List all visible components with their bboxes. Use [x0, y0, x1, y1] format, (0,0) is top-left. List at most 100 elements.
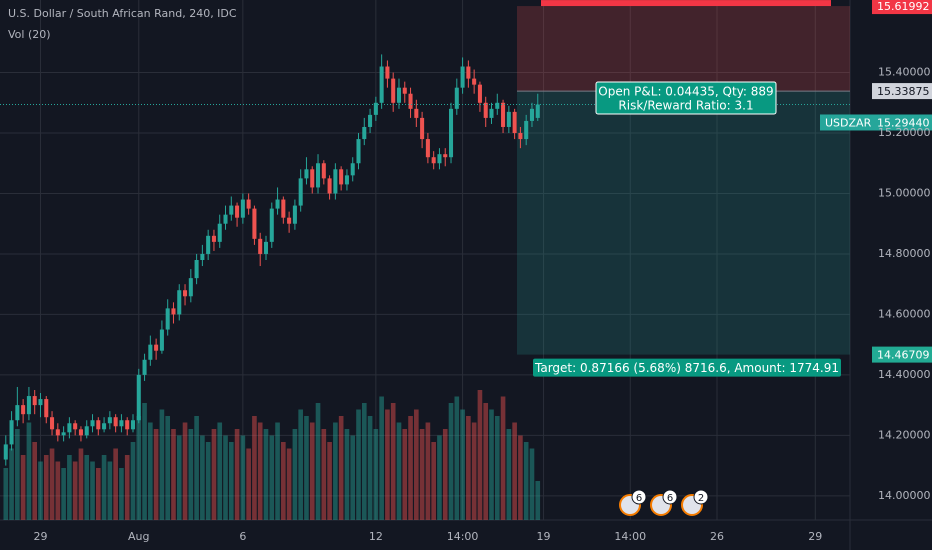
y-tick-label: 15.00000: [878, 186, 931, 199]
volume-bar: [78, 448, 84, 520]
y-tick-label: 14.40000: [878, 368, 931, 381]
x-tick-label: 19: [537, 530, 551, 543]
candle-body: [96, 420, 101, 430]
event-count-bg: [693, 489, 709, 505]
candle-body: [402, 87, 407, 94]
candle-body: [333, 169, 338, 194]
volume-bar: [3, 468, 9, 520]
event-count: 2: [698, 493, 704, 504]
candle-body: [420, 117, 425, 140]
candle-body: [448, 108, 454, 158]
volume-bar: [275, 422, 280, 520]
volume-bar: [477, 390, 483, 520]
candle-body: [524, 120, 529, 140]
volume-bar: [95, 468, 101, 520]
volume-bar: [535, 481, 541, 520]
x-tick-label: 29: [808, 530, 822, 543]
candle-body: [252, 208, 257, 239]
volume-bar: [90, 461, 95, 520]
candle-body: [211, 235, 216, 242]
volume-bar: [471, 422, 477, 520]
candle-body: [385, 66, 390, 79]
volume-bar: [494, 416, 500, 520]
candle-body: [327, 178, 332, 194]
volume-bar: [367, 416, 373, 520]
volume-bar: [442, 429, 448, 520]
pnl-box: [595, 81, 777, 115]
volume-bar: [431, 442, 436, 520]
volume-bar: [9, 448, 14, 520]
volume-bar: [223, 435, 228, 520]
candle-body: [292, 205, 297, 224]
candle-body: [414, 108, 419, 118]
candle-body: [148, 344, 153, 360]
symbol-tag-bg: [820, 114, 872, 131]
volume-bar: [402, 429, 408, 520]
candle-body: [443, 154, 448, 158]
volume-bar: [385, 409, 390, 520]
candle-body: [125, 420, 130, 430]
entry-price-tag-bg: [872, 83, 932, 100]
candle-body: [113, 417, 118, 427]
candle-layer: [3, 54, 540, 466]
last-price-tag-bg: [872, 114, 932, 131]
volume-bar: [460, 409, 465, 520]
candle-body: [501, 102, 506, 127]
candle-body: [344, 175, 349, 185]
volume-bar: [67, 455, 72, 520]
stop-price-tag-bg: [872, 0, 932, 15]
volume-bar: [298, 409, 303, 520]
candle-body: [200, 253, 205, 260]
candle-body: [102, 423, 107, 430]
position-layer: [517, 0, 850, 355]
x-tick-label: 26: [710, 530, 724, 543]
candle-body: [154, 344, 159, 351]
volume-bar: [84, 455, 90, 520]
candle-body: [136, 374, 141, 421]
candle-body: [142, 359, 147, 375]
candle-body: [55, 429, 60, 436]
volume-bar: [309, 422, 315, 520]
volume-bar: [390, 403, 396, 520]
candle-body: [32, 396, 37, 406]
candle-body: [396, 87, 402, 103]
volume-bar: [148, 422, 153, 520]
ratio-label: Risk/Reward Ratio: 3.1: [618, 99, 753, 113]
volume-bar: [43, 455, 49, 520]
volume-bar: [124, 455, 130, 520]
candle-body: [356, 139, 361, 164]
volume-bar: [55, 461, 61, 520]
y-tick-label: 14.60000: [878, 307, 931, 320]
candle-body: [350, 163, 355, 176]
candle-body: [107, 417, 112, 424]
candle-body: [44, 399, 49, 418]
volume-bar: [165, 416, 170, 520]
volume-bar: [437, 435, 442, 520]
candle-body: [177, 290, 182, 315]
candle-body: [304, 169, 309, 179]
candle-body: [67, 423, 72, 433]
target-box: [533, 358, 841, 377]
candle-body: [240, 199, 245, 218]
candle-body: [206, 235, 211, 254]
candle-body: [73, 423, 78, 430]
candle-body: [512, 111, 517, 134]
candle-body: [188, 278, 193, 297]
candle-body: [287, 217, 292, 224]
event-count-bg: [631, 489, 647, 505]
volume-bar: [414, 409, 419, 520]
volume-bar: [61, 468, 66, 520]
candle-body: [84, 426, 89, 436]
volume-bar: [205, 442, 211, 520]
volume-bar: [32, 442, 38, 520]
volume-bar: [361, 403, 367, 520]
volume-bar: [321, 429, 327, 520]
last-price-tag: 15.29440: [877, 116, 930, 129]
candle-body: [15, 405, 20, 421]
candle-body: [489, 108, 494, 118]
candle-body: [183, 290, 188, 297]
volume-bar: [286, 448, 292, 520]
candle-body: [431, 157, 436, 164]
volume-bar: [252, 416, 257, 520]
